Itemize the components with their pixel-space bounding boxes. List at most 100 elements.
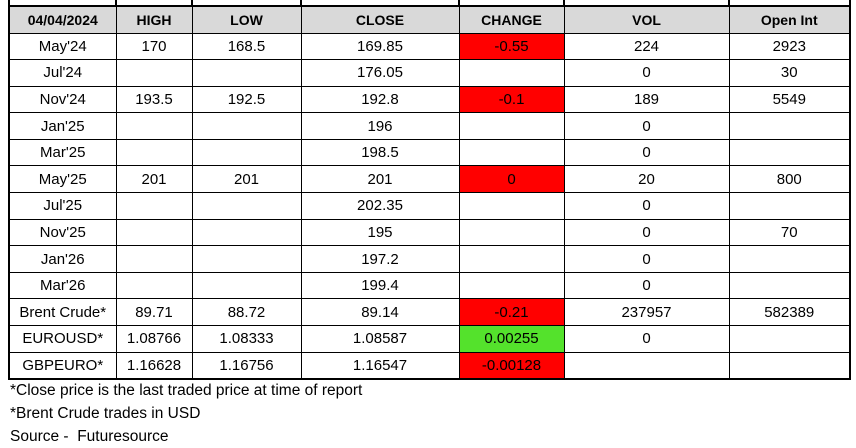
vol-cell: 0 — [563, 218, 730, 247]
vol-cell: 0 — [563, 138, 730, 167]
high-cell: 1.16628 — [115, 351, 193, 380]
table-row: Jan'25 196 0 — [8, 112, 851, 140]
high-cell — [115, 112, 193, 140]
vol-cell: 224 — [563, 32, 730, 61]
row-label-cell: Jul'25 — [8, 192, 117, 220]
vol-cell: 0 — [563, 325, 730, 353]
change-cell — [458, 218, 565, 247]
row-label-cell: Brent Crude* — [8, 298, 117, 327]
close-cell: 197.2 — [300, 245, 460, 273]
row-label-cell: May'25 — [8, 165, 117, 194]
low-cell — [191, 271, 302, 300]
open-int-cell: 70 — [728, 218, 851, 247]
close-cell: 199.4 — [300, 271, 460, 300]
table-row: Nov'25 195 0 70 — [8, 218, 851, 247]
high-cell — [115, 192, 193, 220]
table-body: May'24 170 168.5 169.85 -0.55 224 2923 Jul'24 17… — [8, 32, 851, 380]
column-header-change: CHANGE — [458, 5, 565, 34]
table-row: EUROUSD* 1.08766 1.08333 1.08587 0.00255 0 — [8, 325, 851, 353]
table-row: GBPEURO* 1.16628 1.16756 1.16547 -0.00128 — [8, 351, 851, 380]
low-cell: 88.72 — [191, 298, 302, 327]
open-int-cell — [728, 271, 851, 300]
footnotes: *Close price is the last traded price at… — [10, 379, 840, 448]
high-cell — [115, 271, 193, 300]
row-label-cell: Jan'25 — [8, 112, 117, 140]
row-label-cell: Jul'24 — [8, 59, 117, 87]
table-header: 04/04/2024 HIGH LOW CLOSE CHANGE VOL Ope… — [8, 5, 851, 34]
high-cell: 170 — [115, 32, 193, 61]
open-int-cell — [728, 192, 851, 220]
low-cell — [191, 218, 302, 247]
open-int-cell — [728, 112, 851, 140]
open-int-cell: 582389 — [728, 298, 851, 327]
vol-cell: 0 — [563, 271, 730, 300]
low-cell: 192.5 — [191, 85, 302, 114]
low-cell — [191, 245, 302, 273]
column-header-close: CLOSE — [300, 5, 460, 34]
close-cell: 176.05 — [300, 59, 460, 87]
change-cell: 0 — [458, 165, 565, 194]
close-cell: 169.85 — [300, 32, 460, 61]
vol-cell: 0 — [563, 59, 730, 87]
row-label-cell: Jan'26 — [8, 245, 117, 273]
high-cell — [115, 245, 193, 273]
close-cell: 1.16547 — [300, 351, 460, 380]
vol-cell: 0 — [563, 192, 730, 220]
change-cell: 0.00255 — [458, 325, 565, 353]
change-cell — [458, 192, 565, 220]
table-row: Jan'26 197.2 0 — [8, 245, 851, 273]
high-cell: 193.5 — [115, 85, 193, 114]
table-row: Jul'25 202.35 0 — [8, 192, 851, 220]
table-row: Mar'25 198.5 0 — [8, 138, 851, 167]
date-header-cell: 04/04/2024 — [8, 5, 117, 34]
close-cell: 195 — [300, 218, 460, 247]
header-row: 04/04/2024 HIGH LOW CLOSE CHANGE VOL Ope… — [8, 5, 851, 34]
change-cell — [458, 271, 565, 300]
low-cell — [191, 138, 302, 167]
low-cell — [191, 59, 302, 87]
low-cell: 1.16756 — [191, 351, 302, 380]
open-int-cell — [728, 138, 851, 167]
low-cell: 168.5 — [191, 32, 302, 61]
close-cell: 196 — [300, 112, 460, 140]
row-label-cell: Nov'24 — [8, 85, 117, 114]
change-cell — [458, 245, 565, 273]
open-int-cell: 30 — [728, 59, 851, 87]
change-cell — [458, 59, 565, 87]
change-cell: -0.21 — [458, 298, 565, 327]
table-row: May'24 170 168.5 169.85 -0.55 224 2923 — [8, 32, 851, 61]
table-row: May'25 201 201 201 0 20 800 — [8, 165, 851, 194]
vol-cell — [563, 351, 730, 380]
footnote-source: Source - Futuresource — [10, 428, 169, 445]
row-label-cell: Mar'25 — [8, 138, 117, 167]
high-cell — [115, 138, 193, 167]
row-label-cell: Mar'26 — [8, 271, 117, 300]
vol-cell: 20 — [563, 165, 730, 194]
cropped-row-artifact — [8, 0, 851, 5]
table-row: Brent Crude* 89.71 88.72 89.14 -0.21 237957 58… — [8, 298, 851, 327]
column-header-high: HIGH — [115, 5, 193, 34]
vol-cell: 189 — [563, 85, 730, 114]
change-cell: -0.1 — [458, 85, 565, 114]
close-cell: 201 — [300, 165, 460, 194]
futures-price-table: 04/04/2024 HIGH LOW CLOSE CHANGE VOL Ope… — [8, 5, 851, 380]
high-cell — [115, 218, 193, 247]
column-header-vol: VOL — [563, 5, 730, 34]
low-cell — [191, 112, 302, 140]
column-header-low: LOW — [191, 5, 302, 34]
row-label-cell: Nov'25 — [8, 218, 117, 247]
close-cell: 89.14 — [300, 298, 460, 327]
vol-cell: 0 — [563, 245, 730, 273]
open-int-cell: 2923 — [728, 32, 851, 61]
open-int-cell — [728, 245, 851, 273]
open-int-cell: 800 — [728, 165, 851, 194]
close-cell: 1.08587 — [300, 325, 460, 353]
change-cell: -0.00128 — [458, 351, 565, 380]
low-cell: 1.08333 — [191, 325, 302, 353]
high-cell: 201 — [115, 165, 193, 194]
footnote-brent-usd: *Brent Crude trades in USD — [10, 405, 201, 422]
table-row: Nov'24 193.5 192.5 192.8 -0.1 189 5549 — [8, 85, 851, 114]
change-cell — [458, 112, 565, 140]
table-row: Mar'26 199.4 0 — [8, 271, 851, 300]
